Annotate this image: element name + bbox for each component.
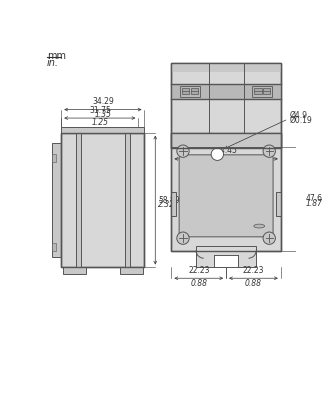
Bar [263,88,271,94]
Bar [191,88,198,94]
Text: 1.75: 1.75 [217,159,235,168]
Text: Ø0.19: Ø0.19 [290,116,313,125]
Text: 1.87: 1.87 [306,199,322,208]
Bar [63,268,86,274]
Text: 22.23: 22.23 [243,266,264,275]
Bar [276,192,281,216]
Circle shape [263,145,276,157]
Bar [124,133,129,268]
Bar [120,268,143,274]
Bar [172,63,281,148]
Bar [172,63,281,72]
Text: 31.75: 31.75 [89,106,111,115]
Bar [172,141,281,148]
Text: 34.29: 34.29 [92,97,114,106]
Text: 0.88: 0.88 [245,279,262,288]
Circle shape [211,148,223,160]
Bar [252,86,272,97]
Text: 2.32: 2.32 [158,200,175,209]
Text: 1.25: 1.25 [91,118,108,128]
Bar [196,246,256,268]
Bar [172,133,281,250]
Text: 22.23: 22.23 [188,266,210,275]
Bar [52,144,61,257]
Bar [76,133,81,268]
Bar [182,88,189,94]
Bar [61,133,145,268]
Bar [172,133,281,146]
Text: 58.89: 58.89 [158,196,180,204]
Bar [52,243,56,251]
Text: 44.45: 44.45 [215,146,237,156]
Bar [172,192,176,216]
Circle shape [177,232,189,244]
Ellipse shape [254,224,265,228]
Text: 47.6: 47.6 [306,194,322,203]
Bar [172,84,281,99]
Circle shape [177,145,189,157]
Text: mm: mm [47,51,66,61]
Bar [254,88,262,94]
Bar [214,254,238,268]
Bar [172,63,281,148]
Text: Ø4.9: Ø4.9 [290,111,308,120]
Bar [61,133,145,268]
Bar [52,154,56,162]
Text: 1.35: 1.35 [94,110,112,119]
Bar [218,134,235,141]
Circle shape [263,232,276,244]
Text: 0.88: 0.88 [190,279,207,288]
Bar [180,86,200,97]
Bar [172,133,281,250]
Text: in.: in. [47,58,59,68]
Bar [61,126,145,133]
FancyBboxPatch shape [179,155,273,237]
